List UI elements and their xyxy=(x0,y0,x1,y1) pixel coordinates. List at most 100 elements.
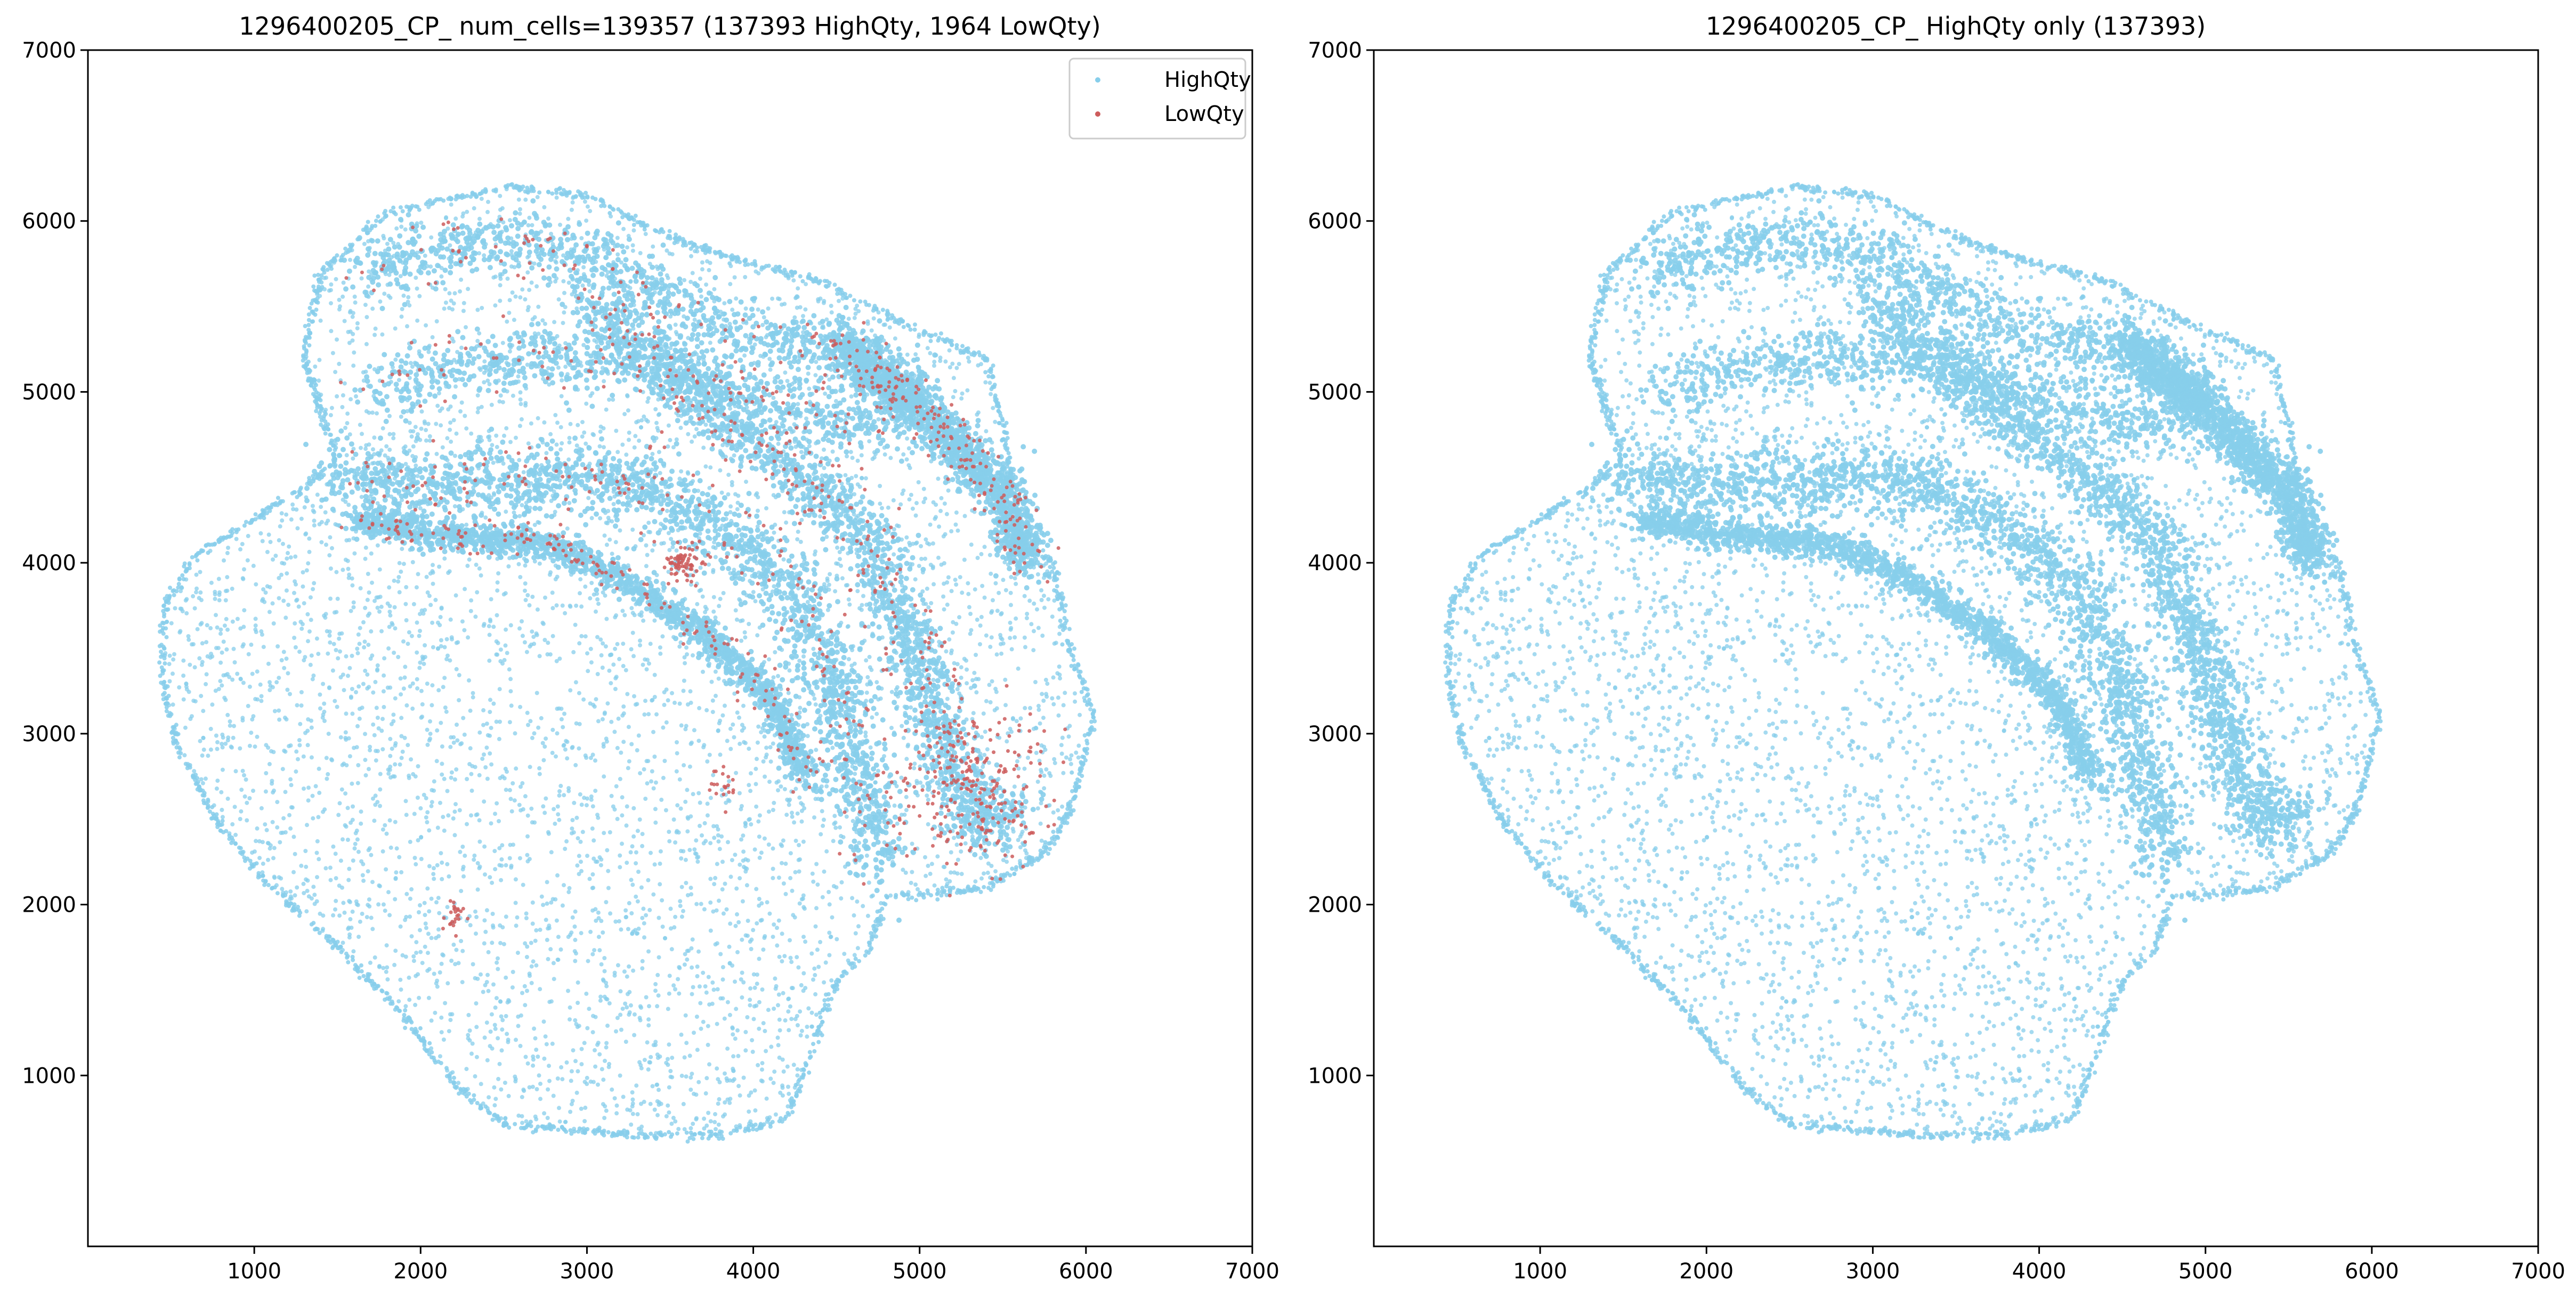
highqty-point xyxy=(367,897,371,902)
highqty-point xyxy=(733,979,737,984)
highqty-point xyxy=(398,274,403,279)
highqty-point xyxy=(728,510,733,515)
highqty-point xyxy=(505,319,509,324)
highqty-point xyxy=(891,498,896,502)
highqty-point xyxy=(829,978,834,983)
highqty-point xyxy=(797,659,802,663)
highqty-point xyxy=(630,1104,635,1109)
highqty-point xyxy=(839,563,843,568)
highqty-point xyxy=(594,339,599,344)
highqty-point xyxy=(215,625,220,630)
highqty-point xyxy=(372,598,377,603)
highqty-point xyxy=(630,630,635,635)
highqty-point xyxy=(319,540,324,545)
highqty-point xyxy=(378,804,382,808)
highqty-point xyxy=(755,972,759,977)
highqty-point xyxy=(255,734,260,739)
highqty-point xyxy=(723,1071,727,1076)
highqty-point xyxy=(337,913,342,918)
highqty-point xyxy=(340,405,345,409)
highqty-point xyxy=(628,286,633,290)
highqty-point xyxy=(931,678,936,682)
highqty-point xyxy=(435,984,440,989)
highqty-point xyxy=(367,846,372,850)
highqty-point xyxy=(776,788,780,793)
highqty-point xyxy=(673,840,678,845)
highqty-point xyxy=(579,1062,584,1067)
highqty-point xyxy=(689,892,694,897)
highqty-point xyxy=(691,985,695,990)
highqty-point xyxy=(691,1122,695,1126)
highqty-point xyxy=(407,776,411,780)
highqty-point xyxy=(226,546,230,550)
highqty-point xyxy=(498,393,503,398)
highqty-point xyxy=(988,644,993,649)
highqty-point xyxy=(740,937,744,942)
highqty-point xyxy=(517,802,522,807)
highqty-point xyxy=(556,935,561,939)
highqty-point xyxy=(407,998,412,1002)
highqty-point xyxy=(669,1121,674,1126)
highqty-point xyxy=(855,458,860,463)
highqty-point xyxy=(363,556,368,561)
highqty-point xyxy=(1046,597,1051,602)
highqty-point xyxy=(712,882,717,887)
highqty-point xyxy=(704,1076,709,1081)
highqty-point xyxy=(425,810,430,815)
highqty-point xyxy=(299,626,304,631)
highqty-point xyxy=(824,534,829,539)
highqty-point xyxy=(379,629,384,634)
highqty-point xyxy=(293,645,298,650)
highqty-point xyxy=(598,516,603,521)
highqty-point xyxy=(666,1057,670,1061)
highqty-point xyxy=(720,713,725,718)
highqty-point xyxy=(579,236,584,240)
highqty-point xyxy=(711,570,716,574)
highqty-point xyxy=(425,742,430,747)
highqty-point xyxy=(525,813,530,818)
highqty-point xyxy=(251,789,255,793)
highqty-point xyxy=(457,673,461,677)
highqty-point xyxy=(613,919,618,924)
highqty-point xyxy=(946,488,951,493)
highqty-point xyxy=(764,1049,768,1053)
highqty-point xyxy=(983,729,987,734)
highqty-point xyxy=(441,685,445,690)
highqty-point xyxy=(736,1084,741,1089)
highqty-point xyxy=(1003,588,1008,593)
highqty-point xyxy=(347,538,352,542)
highqty-point xyxy=(639,613,644,618)
highqty-point xyxy=(490,912,495,916)
highqty-point xyxy=(713,669,718,674)
highqty-point xyxy=(600,666,605,670)
highqty-point xyxy=(953,578,958,582)
highqty-point xyxy=(428,264,433,269)
highqty-point xyxy=(547,1064,551,1068)
highqty-point xyxy=(438,800,442,805)
highqty-point xyxy=(428,603,433,607)
highqty-point xyxy=(308,595,313,600)
highqty-point xyxy=(529,421,533,426)
highqty-point xyxy=(508,797,513,801)
highqty-point xyxy=(198,622,203,627)
highqty-point xyxy=(621,226,626,231)
highqty-point xyxy=(431,872,436,877)
highqty-point xyxy=(508,677,513,682)
highqty-point xyxy=(435,978,440,983)
highqty-point xyxy=(550,727,555,732)
highqty-point xyxy=(649,1055,653,1059)
highqty-point xyxy=(335,337,339,342)
highqty-point xyxy=(426,350,431,354)
highqty-point xyxy=(363,758,368,763)
highqty-point xyxy=(394,870,399,875)
highqty-point xyxy=(630,1112,635,1116)
highqty-point xyxy=(586,496,591,500)
highqty-point xyxy=(382,291,387,296)
highqty-point xyxy=(271,856,276,861)
highqty-point xyxy=(552,320,557,325)
highqty-point xyxy=(275,825,280,830)
highqty-point xyxy=(654,1082,659,1087)
highqty-point xyxy=(383,909,387,913)
highqty-point xyxy=(923,496,928,501)
highqty-point xyxy=(481,723,485,727)
